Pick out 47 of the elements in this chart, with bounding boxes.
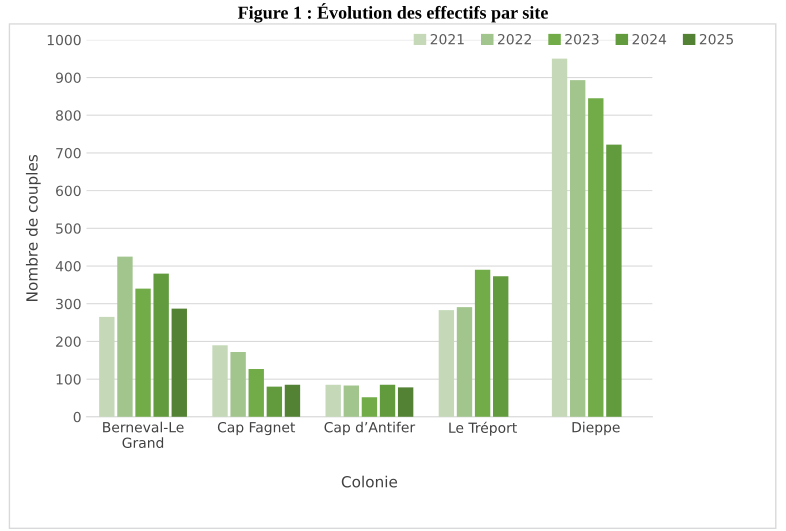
x-tick-label: Cap Fagnet: [218, 422, 296, 436]
bar: [380, 384, 396, 417]
legend-label: 2023: [565, 34, 599, 44]
bar: [99, 316, 115, 417]
x-tick-label: Dieppe: [572, 422, 620, 436]
bar: [172, 308, 187, 417]
x-tick-label: Le Tréport: [449, 422, 517, 436]
bar: [248, 368, 264, 417]
bar: [398, 387, 414, 417]
y-tick-label: 600: [56, 186, 81, 196]
y-tick-label: 900: [56, 72, 81, 83]
bar: [606, 144, 622, 417]
y-tick-label: 300: [56, 298, 81, 310]
bar: [117, 256, 133, 417]
y-tick-label: 800: [56, 110, 81, 121]
bar: [362, 397, 378, 417]
bar: [344, 386, 360, 417]
bar: [212, 345, 228, 417]
bar: [570, 80, 586, 417]
bar: [493, 276, 508, 417]
y-tick-label: 700: [56, 148, 81, 158]
y-tick-label: 1000: [48, 34, 81, 46]
bar: [438, 310, 454, 417]
bar: [230, 352, 246, 417]
x-tick-label: Cap d’Antifer: [324, 422, 416, 436]
legend-label: 2021: [430, 34, 464, 44]
bar: [153, 274, 169, 417]
legend-label: 2025: [700, 34, 733, 44]
bar: [456, 307, 472, 417]
y-tick-label: 0: [74, 412, 81, 422]
x-tick-label: Berneval-Le Grand: [103, 422, 184, 448]
legend-label: 2022: [498, 34, 531, 44]
bar: [284, 384, 300, 417]
bar: [266, 386, 282, 417]
y-axis-title: Nombre de couples: [26, 154, 41, 301]
bar: [135, 288, 151, 417]
legend-label: 2024: [632, 34, 666, 44]
y-tick-label: 400: [56, 261, 81, 272]
bar: [588, 98, 604, 417]
chart-title: Figure 1 : Évolution des effectifs par site: [238, 3, 548, 23]
y-tick-label: 100: [56, 374, 81, 385]
bar: [552, 58, 568, 417]
y-tick-label: 200: [56, 336, 81, 347]
bar: [326, 384, 341, 417]
x-axis-title: Colonie: [342, 476, 398, 488]
bar: [474, 270, 490, 417]
y-tick-label: 500: [56, 223, 81, 234]
